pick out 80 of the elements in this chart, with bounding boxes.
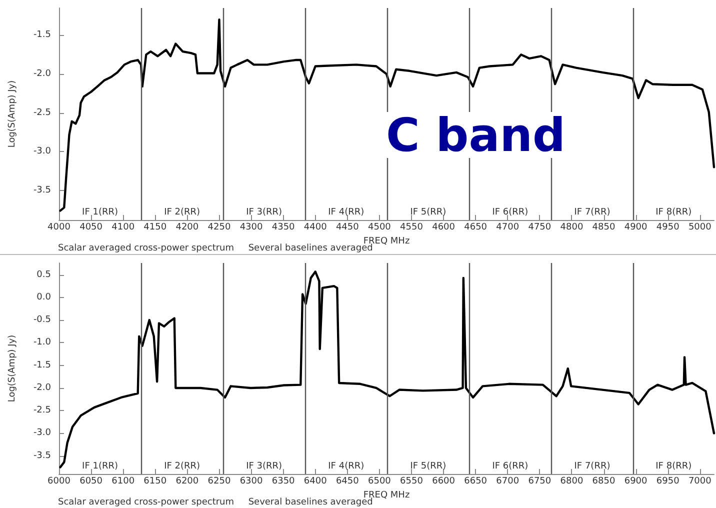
y-tick-label: -2.0 (33, 69, 52, 80)
x-tick-label: 6600 (432, 476, 456, 486)
y-tick-label: -2.5 (33, 406, 51, 416)
y-tick-label: -2.0 (33, 382, 52, 393)
x-tick-label: 4200 (176, 222, 199, 232)
x-tick-label: 6050 (80, 476, 103, 486)
annotation: IF 8(RR) (656, 208, 692, 218)
x-tick-label: 6250 (208, 476, 231, 486)
line-series (59, 270, 716, 468)
x-tick-label: 6400 (304, 476, 328, 486)
text: C band (386, 108, 566, 162)
x-tick-label: 6200 (176, 476, 199, 486)
x-tick-label: 4550 (400, 222, 424, 232)
x-tick-label: 4800 (560, 222, 584, 232)
x-tick-label: 5000 (688, 222, 712, 232)
y-axis-title: Log(S(Amp) Jy) (8, 334, 18, 402)
x-tick-label: 4600 (432, 222, 456, 232)
x-tick-label: 6700 (496, 476, 520, 486)
x-tick-label: 4900 (624, 222, 648, 232)
x-tick-label: 6650 (464, 476, 488, 486)
annotation: IF 7(RR) (574, 208, 610, 218)
x-tick-label: 4000 (48, 222, 71, 232)
text: Scalar averaged cross-power spectrum Several baselines averaged (58, 498, 373, 508)
y-tick-label: -1.5 (33, 30, 51, 40)
x-tick-label: 6500 (368, 476, 392, 486)
x-tick-label: 4300 (240, 222, 263, 232)
x-tick-label: 6800 (560, 476, 584, 486)
x-tick-label: 6850 (592, 476, 616, 486)
x-tick-label: 6100 (112, 476, 135, 486)
y-tick-label: -3.5 (33, 185, 51, 196)
y-axis-title: Log(S(Amp) Jy) (8, 80, 18, 148)
x-tick-label: 4350 (272, 222, 296, 232)
x-tick-label: 6150 (144, 476, 167, 486)
x-tick-label: 4500 (368, 222, 392, 232)
x-tick-label: 4850 (592, 222, 616, 232)
x-tick-label: 4100 (112, 222, 135, 232)
y-tick-label: -0.5 (33, 315, 51, 326)
annotation: IF 8(RR) (656, 462, 692, 472)
annotation: IF 5(RR) (410, 462, 446, 472)
annotation: IF 4(RR) (328, 462, 364, 472)
y-tick-label: 0.0 (36, 292, 52, 302)
x-tick-label: 4700 (496, 222, 520, 232)
x-tick-label: 4750 (528, 222, 552, 232)
annotation: IF 7(RR) (574, 462, 610, 472)
annotation: IF 1(RR) (82, 462, 118, 472)
y-tick-label: -3.0 (33, 428, 52, 438)
y-tick-label: -1.0 (33, 338, 52, 348)
y-tick-label: 0.5 (36, 270, 51, 280)
x-tick-label: 6550 (400, 476, 424, 486)
x-axis-title: FREQ MHz (363, 490, 410, 500)
text: Scalar averaged cross-power spectrum Several baselines averaged (58, 244, 373, 254)
x-tick-label: 4250 (208, 222, 231, 232)
y-tick-label: -3.0 (33, 146, 52, 157)
x-tick-label: 6300 (240, 476, 263, 486)
x-tick-label: 6950 (656, 476, 680, 486)
x-tick-label: 6750 (528, 476, 552, 486)
x-tick-label: 4450 (336, 222, 360, 232)
annotation: IF 6(RR) (492, 462, 528, 472)
x-tick-label: 4650 (464, 222, 488, 232)
y-tick-label: -2.5 (33, 108, 51, 118)
x-tick-label: 4950 (656, 222, 680, 232)
annotation: IF 6(RR) (492, 208, 528, 218)
annotation: IF 1(RR) (82, 208, 118, 218)
x-tick-label: 6350 (272, 476, 296, 486)
x-tick-label: 6450 (336, 476, 360, 486)
annotation: IF 2(RR) (164, 208, 200, 218)
x-tick-label: 4150 (144, 222, 167, 232)
annotation: IF 3(RR) (246, 208, 282, 218)
y-tick-label: -1.5 (33, 360, 51, 370)
annotation: IF 2(RR) (164, 462, 200, 472)
y-tick-label: -3.5 (33, 450, 51, 461)
x-tick-label: 7000 (688, 476, 712, 486)
x-tick-label: 4050 (80, 222, 103, 232)
x-tick-label: 6000 (48, 476, 71, 486)
x-axis-title: FREQ MHz (363, 236, 410, 246)
x-tick-label: 6900 (624, 476, 648, 486)
x-tick-label: 4400 (304, 222, 328, 232)
annotation: IF 5(RR) (410, 208, 446, 218)
annotation: IF 3(RR) (246, 462, 282, 472)
annotation: IF 4(RR) (328, 208, 364, 218)
